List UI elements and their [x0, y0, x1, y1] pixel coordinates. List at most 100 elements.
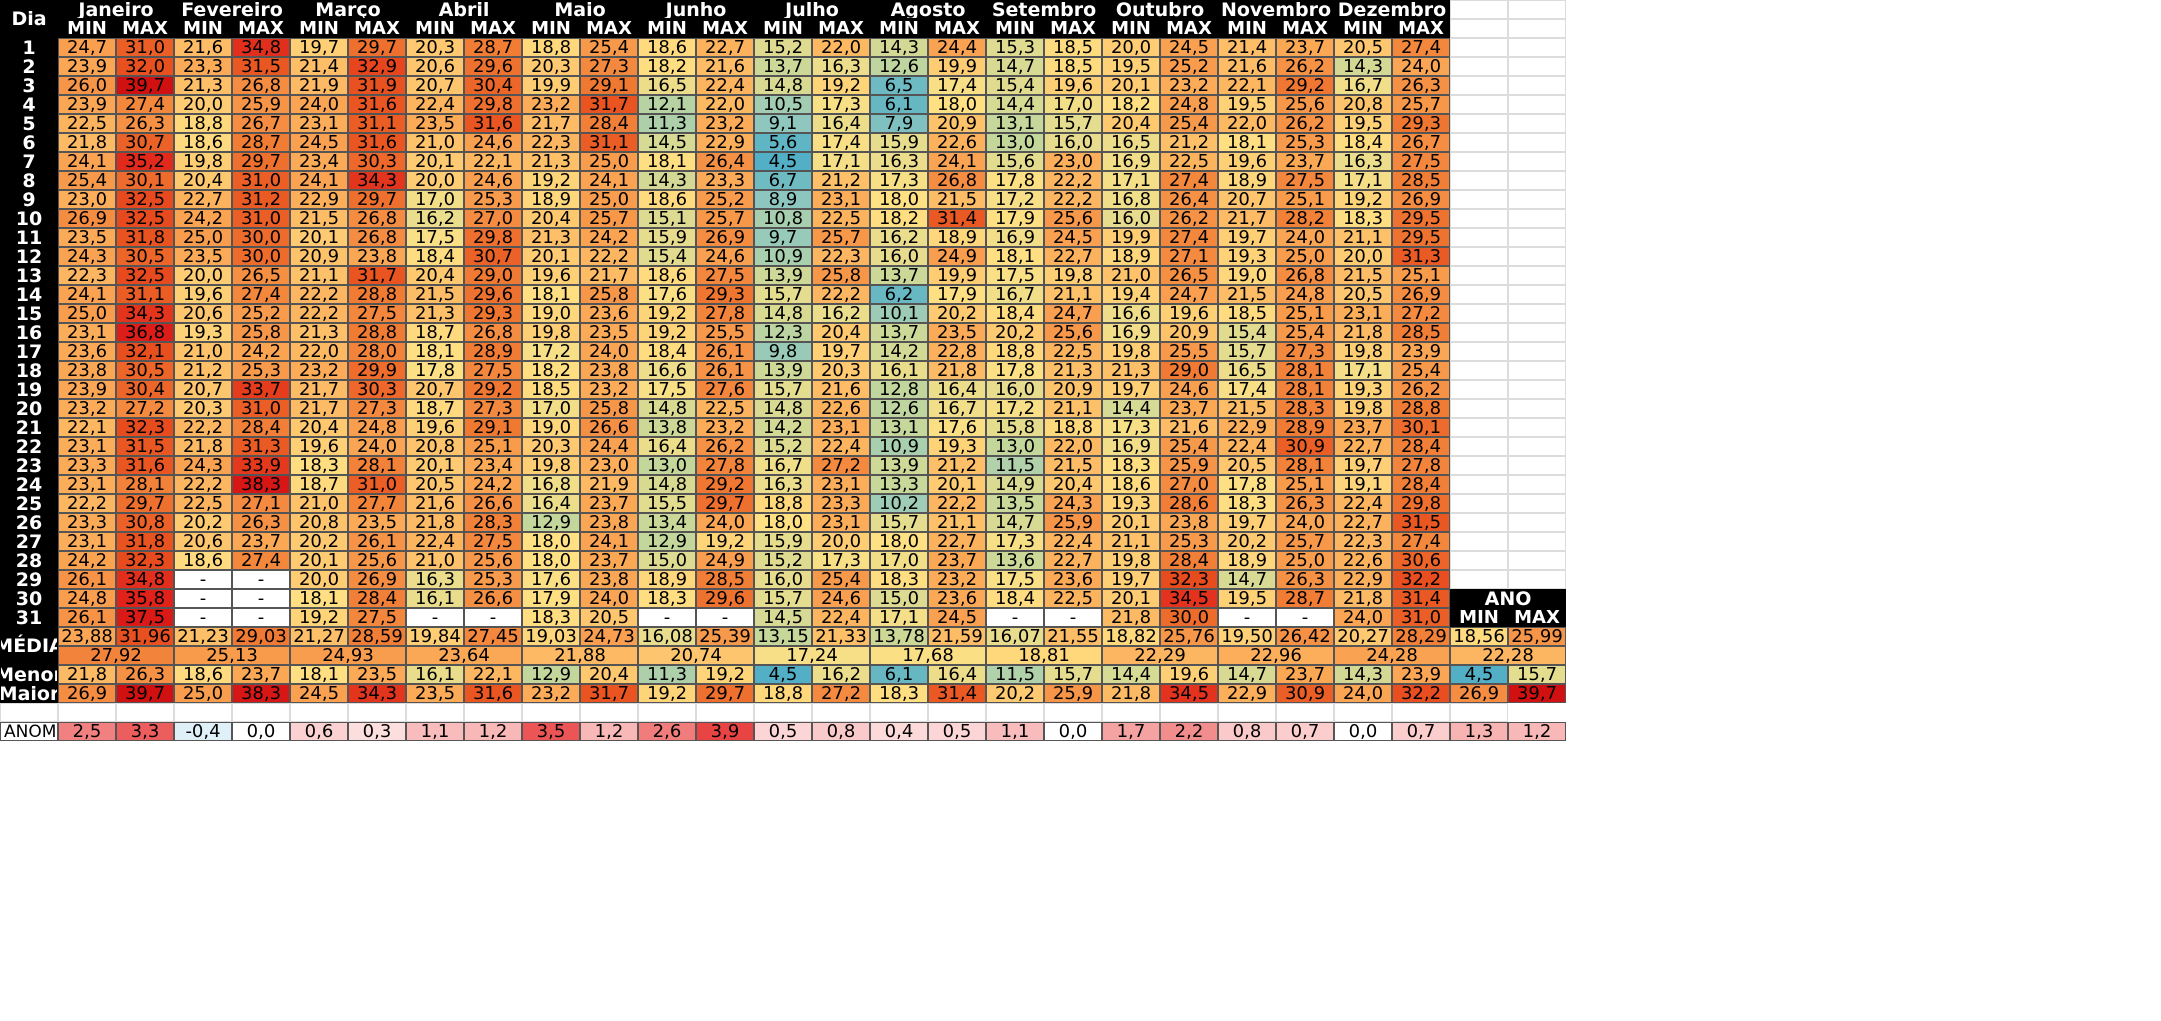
day-cell[interactable]: 23,4 [464, 456, 522, 475]
day-cell[interactable]: 22,4 [1044, 532, 1102, 551]
empty-cell[interactable] [1450, 399, 1508, 418]
day-cell[interactable]: 21,1 [1044, 285, 1102, 304]
day-cell[interactable]: 22,5 [1044, 589, 1102, 608]
day-cell[interactable]: 28,5 [696, 570, 754, 589]
day-cell[interactable]: 18,8 [986, 342, 1044, 361]
header-min[interactable]: MIN [1218, 19, 1276, 38]
day-cell[interactable]: 24,1 [928, 152, 986, 171]
day-cell[interactable]: 21,5 [406, 285, 464, 304]
day-cell[interactable]: 10,2 [870, 494, 928, 513]
day-cell[interactable]: 17,4 [928, 76, 986, 95]
day-cell[interactable]: 26,5 [1160, 266, 1218, 285]
day-cell[interactable]: 34,3 [116, 304, 174, 323]
ano-maior-min[interactable]: 26,9 [1450, 684, 1508, 703]
day-cell[interactable]: 26,1 [696, 342, 754, 361]
day-cell[interactable]: 17,5 [986, 266, 1044, 285]
empty-cell[interactable] [1508, 133, 1566, 152]
day-cell[interactable]: 18,5 [1218, 304, 1276, 323]
empty-cell[interactable] [870, 703, 928, 722]
day-cell[interactable]: 24,6 [464, 133, 522, 152]
menor-cell[interactable]: 6,1 [870, 665, 928, 684]
day-cell[interactable]: 24,0 [580, 589, 638, 608]
day-cell[interactable]: 18,4 [986, 304, 1044, 323]
day-cell[interactable]: 26,6 [464, 589, 522, 608]
row-day-label[interactable]: 8 [0, 171, 58, 190]
day-cell[interactable]: 27,4 [232, 551, 290, 570]
day-cell[interactable]: 25,7 [1392, 95, 1450, 114]
day-cell[interactable]: 26,9 [696, 228, 754, 247]
header-max[interactable]: MAX [928, 19, 986, 38]
empty-cell[interactable] [638, 703, 696, 722]
row-day-label[interactable]: 20 [0, 399, 58, 418]
row-day-label[interactable]: 25 [0, 494, 58, 513]
day-cell[interactable]: 18,0 [522, 551, 580, 570]
day-cell[interactable]: 18,3 [522, 608, 580, 627]
empty-cell[interactable] [232, 703, 290, 722]
day-cell[interactable]: 25,6 [1276, 95, 1334, 114]
day-cell[interactable]: 14,9 [986, 475, 1044, 494]
day-cell[interactable]: 27,8 [696, 304, 754, 323]
day-cell[interactable]: 16,8 [522, 475, 580, 494]
day-cell[interactable]: 21,0 [174, 342, 232, 361]
day-cell[interactable]: 15,7 [754, 285, 812, 304]
media-cell[interactable]: 23,88 [58, 627, 116, 646]
day-cell[interactable]: 13,0 [986, 133, 1044, 152]
row-day-label[interactable]: 17 [0, 342, 58, 361]
empty-cell[interactable] [1508, 190, 1566, 209]
day-cell[interactable]: 17,2 [986, 399, 1044, 418]
anom-cell[interactable]: -0,4 [174, 722, 232, 741]
header-min[interactable]: MIN [870, 19, 928, 38]
day-cell[interactable]: 19,7 [1334, 456, 1392, 475]
day-cell[interactable]: 20,2 [174, 513, 232, 532]
day-cell[interactable]: 24,1 [290, 171, 348, 190]
day-cell[interactable]: 27,8 [696, 456, 754, 475]
header-month[interactable]: Julho [754, 0, 870, 19]
day-cell[interactable]: 18,5 [522, 380, 580, 399]
day-cell[interactable]: 19,7 [1102, 570, 1160, 589]
header-month[interactable]: Agosto [870, 0, 986, 19]
maior-cell[interactable]: 24,0 [1334, 684, 1392, 703]
day-cell[interactable]: 29,0 [1160, 361, 1218, 380]
day-cell[interactable]: 23,1 [290, 114, 348, 133]
day-cell[interactable]: 20,7 [1218, 190, 1276, 209]
empty-cell[interactable] [464, 703, 522, 722]
day-cell[interactable]: 31,6 [464, 114, 522, 133]
day-cell[interactable]: 31,3 [1392, 247, 1450, 266]
day-cell[interactable]: 15,0 [638, 551, 696, 570]
day-cell[interactable]: 25,3 [232, 361, 290, 380]
day-cell[interactable]: 14,5 [638, 133, 696, 152]
day-cell[interactable]: 29,7 [116, 494, 174, 513]
day-cell[interactable]: 18,1 [290, 589, 348, 608]
day-cell[interactable]: 23,7 [580, 551, 638, 570]
day-cell[interactable]: 27,4 [116, 95, 174, 114]
day-cell[interactable]: 20,0 [1334, 247, 1392, 266]
day-cell[interactable]: 19,7 [290, 38, 348, 57]
day-cell[interactable]: 15,9 [870, 133, 928, 152]
day-cell[interactable]: 30,3 [348, 152, 406, 171]
row-day-label[interactable]: 16 [0, 323, 58, 342]
header-min[interactable]: MIN [754, 19, 812, 38]
row-day-label[interactable]: 30 [0, 589, 58, 608]
day-cell[interactable]: 29,7 [696, 494, 754, 513]
empty-cell[interactable] [1450, 57, 1508, 76]
empty-cell[interactable] [0, 703, 58, 722]
day-cell[interactable]: 23,3 [812, 494, 870, 513]
day-cell[interactable]: 18,5 [1044, 38, 1102, 57]
day-cell[interactable]: 16,1 [870, 361, 928, 380]
day-cell[interactable]: 19,6 [174, 285, 232, 304]
day-cell[interactable]: - [232, 608, 290, 627]
day-cell[interactable]: 23,0 [580, 456, 638, 475]
anom-cell[interactable]: 2,6 [638, 722, 696, 741]
day-cell[interactable]: 31,4 [1392, 589, 1450, 608]
day-cell[interactable]: 21,8 [1334, 589, 1392, 608]
day-cell[interactable]: 31,7 [348, 266, 406, 285]
day-cell[interactable]: 18,2 [1102, 95, 1160, 114]
menor-cell[interactable]: 16,1 [406, 665, 464, 684]
day-cell[interactable]: 10,8 [754, 209, 812, 228]
header-month[interactable]: Março [290, 0, 406, 19]
day-cell[interactable]: 18,9 [1218, 551, 1276, 570]
day-cell[interactable]: 16,3 [1334, 152, 1392, 171]
empty-cell[interactable] [1450, 76, 1508, 95]
day-cell[interactable]: 29,1 [464, 418, 522, 437]
row-day-label[interactable]: 29 [0, 570, 58, 589]
